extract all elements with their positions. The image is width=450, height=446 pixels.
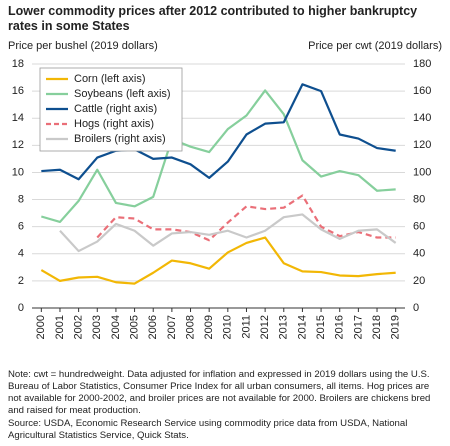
x-tick-label: 2002 xyxy=(73,315,85,339)
y2-tick-label: 20 xyxy=(413,275,425,287)
y2-tick-label: 0 xyxy=(413,302,419,314)
x-tick-label: 2018 xyxy=(371,315,383,339)
y-tick-label: 16 xyxy=(12,85,24,97)
series-line xyxy=(96,194,396,242)
y2-tick-label: 100 xyxy=(413,166,431,178)
legend-label: Soybeans (left axis) xyxy=(74,88,171,100)
y-axis-label: Price per bushel (2019 dollars) xyxy=(8,40,158,52)
x-tick-label: 2011 xyxy=(240,315,252,339)
x-tick-label: 2006 xyxy=(147,315,159,339)
series-line xyxy=(41,83,396,181)
y-tick-label: 6 xyxy=(18,221,24,233)
y2-axis-label: Price per cwt (2019 dollars) xyxy=(308,40,442,52)
y-tick-label: 4 xyxy=(18,248,24,260)
x-tick-label: 2009 xyxy=(203,315,215,339)
x-tick-label: 2000 xyxy=(35,315,47,339)
y2-tick-label: 160 xyxy=(413,85,431,97)
y-tick-label: 0 xyxy=(18,302,24,314)
series-line xyxy=(59,213,397,253)
y-tick-label: 14 xyxy=(12,112,24,124)
x-tick-label: 2008 xyxy=(184,315,196,339)
y2-tick-label: 60 xyxy=(413,221,425,233)
y-tick-label: 8 xyxy=(18,193,24,205)
x-tick-label: 2004 xyxy=(110,315,122,339)
y2-tick-label: 120 xyxy=(413,139,431,151)
legend-label: Broilers (right axis) xyxy=(74,133,166,145)
x-tick-label: 2010 xyxy=(222,315,234,339)
x-tick-label: 2015 xyxy=(315,315,327,339)
y2-tick-label: 40 xyxy=(413,248,425,260)
x-tick-label: 2013 xyxy=(278,315,290,339)
source: Source: USDA, Economic Research Service … xyxy=(8,418,408,441)
x-tick-label: 2001 xyxy=(54,315,66,339)
x-tick-label: 2014 xyxy=(296,315,308,339)
series-line xyxy=(41,89,396,224)
x-tick-label: 2003 xyxy=(91,315,103,339)
legend-label: Cattle (right axis) xyxy=(74,103,157,115)
x-tick-label: 2012 xyxy=(259,315,271,339)
note: Note: cwt = hundredweight. Data adjusted… xyxy=(8,369,431,416)
y2-tick-label: 180 xyxy=(413,58,431,70)
chart-title: Lower commodity prices after 2012 contri… xyxy=(8,4,418,33)
y2-tick-label: 140 xyxy=(413,112,431,124)
x-tick-label: 2019 xyxy=(390,315,402,339)
y-tick-label: 18 xyxy=(12,58,24,70)
y-tick-label: 10 xyxy=(12,166,24,178)
y2-tick-label: 80 xyxy=(413,193,425,205)
y-tick-label: 12 xyxy=(12,139,24,151)
x-tick-label: 2005 xyxy=(128,315,140,339)
y-tick-label: 2 xyxy=(18,275,24,287)
x-tick-label: 2016 xyxy=(334,315,346,339)
series-line xyxy=(40,236,396,285)
chart: Price per bushel (2019 dollars) Price per… xyxy=(8,40,442,340)
legend-label: Hogs (right axis) xyxy=(74,118,154,130)
x-tick-label: 2017 xyxy=(352,315,364,339)
legend-label: Corn (left axis) xyxy=(74,73,146,85)
x-tick-label: 2007 xyxy=(166,315,178,339)
